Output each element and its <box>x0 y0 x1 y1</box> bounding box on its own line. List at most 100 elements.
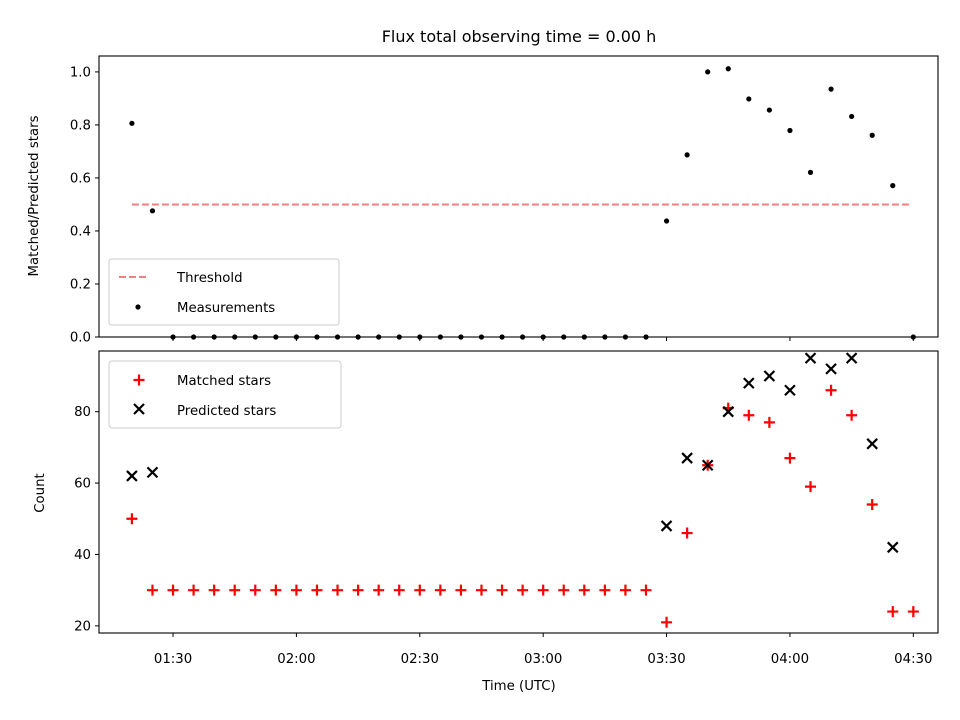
bottom-y-tick-label: 60 <box>74 477 91 492</box>
legend-matched-label: Matched stars <box>177 374 271 389</box>
matched-star-point <box>784 452 796 464</box>
matched-star-point <box>517 584 529 596</box>
legend-measurements-swatch <box>135 304 141 310</box>
matched-star-point <box>455 584 467 596</box>
measurement-point <box>890 183 896 189</box>
top-plot-area: 0.0 0.2 0.4 0.6 0.8 1.0 Threshold Measurements <box>70 55 939 346</box>
matched-star-point <box>188 584 200 596</box>
bottom-y-axis-label: Count <box>33 473 48 513</box>
matched-star-point <box>475 584 487 596</box>
predicted-star-point <box>660 520 673 532</box>
matched-star-point <box>208 584 220 596</box>
matched-star-point <box>393 584 405 596</box>
matched-star-point <box>537 584 549 596</box>
chart-title: Flux total observing time = 0.00 h <box>382 27 657 46</box>
top-y-axis-label: Matched/Predicted stars <box>27 115 42 276</box>
predicted-star-point <box>681 452 693 464</box>
measurement-point <box>828 86 834 92</box>
matched-star-point <box>332 584 344 596</box>
bottom-y-tick-label: 40 <box>74 548 91 563</box>
matched-star-point <box>661 616 673 628</box>
matched-star-point <box>887 606 899 618</box>
measurement-point <box>725 66 731 72</box>
predicted-star-point <box>763 370 776 382</box>
legend-matched-swatch <box>133 374 145 386</box>
legend-measurements-label: Measurements <box>177 301 275 316</box>
top-y-tick-label: 0.6 <box>70 171 91 186</box>
bottom-x-tick-label: 04:00 <box>771 652 809 667</box>
matched-star-point <box>311 584 323 596</box>
predicted-star-point <box>866 438 878 450</box>
top-legend-box <box>108 258 340 326</box>
bottom-axes-frame <box>98 350 939 634</box>
bottom-y-tick-label: 80 <box>74 405 91 420</box>
matched-star-point <box>558 584 570 596</box>
predicted-star-point <box>804 352 817 364</box>
matched-star-point <box>126 513 138 525</box>
measurement-point <box>684 152 690 158</box>
top-y-tick-label: 0.2 <box>70 277 91 292</box>
matched-star-point <box>352 584 364 596</box>
matched-star-point <box>743 409 755 421</box>
bottom-x-tick-label: 02:30 <box>401 652 439 667</box>
matched-star-point <box>907 606 919 618</box>
bottom-x-tick-label: 03:00 <box>524 652 562 667</box>
predicted-star-point <box>886 541 899 554</box>
matched-star-point <box>249 584 261 596</box>
predicted-star-point <box>146 466 159 479</box>
bottom-x-tick-label: 01:30 <box>154 652 192 667</box>
matched-star-point <box>805 481 817 493</box>
matched-star-point <box>496 584 508 596</box>
matched-star-point <box>640 584 652 596</box>
predicted-star-point <box>722 405 735 418</box>
matched-star-point <box>373 584 385 596</box>
x-axis-label: Time (UTC) <box>481 679 556 694</box>
top-y-tick-label: 1.0 <box>70 65 91 80</box>
top-axes-frame <box>98 55 939 338</box>
bottom-x-tick-label: 03:30 <box>647 652 685 667</box>
matched-star-point <box>578 584 590 596</box>
predicted-star-point <box>701 459 714 472</box>
legend-predicted-label: Predicted stars <box>177 404 276 419</box>
predicted-star-point <box>743 377 755 389</box>
bottom-legend-box <box>108 360 342 429</box>
matched-star-point <box>825 384 837 396</box>
matched-star-point <box>414 584 426 596</box>
bottom-x-tick-label: 04:30 <box>894 652 932 667</box>
top-y-tick-label: 0.8 <box>70 118 91 133</box>
bottom-plot-area: 20 40 60 80 01:30 02:00 02:30 03:00 03:30 04:00 04… <box>74 350 939 667</box>
measurement-point <box>149 208 156 214</box>
matched-star-point <box>866 498 878 510</box>
measurement-point <box>766 107 772 113</box>
matched-star-point <box>846 409 858 421</box>
matched-star-point <box>290 584 302 596</box>
measurement-point <box>849 113 855 120</box>
predicted-star-point <box>825 363 837 375</box>
bottom-x-tick-label: 02:00 <box>277 652 315 667</box>
measurement-point <box>746 96 752 102</box>
matched-star-point <box>681 527 693 539</box>
matched-star-point <box>434 584 446 596</box>
bottom-y-tick-label: 20 <box>74 619 91 634</box>
predicted-star-point <box>126 470 138 482</box>
matched-star-point <box>270 584 282 596</box>
matched-star-point <box>146 584 158 596</box>
measurement-point <box>869 132 875 138</box>
legend-predicted-swatch <box>133 403 145 415</box>
matched-star-point <box>763 416 775 428</box>
matched-star-point <box>619 584 631 596</box>
matched-star-point <box>229 584 241 596</box>
predicted-star-point <box>784 384 796 397</box>
measurement-point <box>663 218 670 224</box>
top-y-tick-label: 0.0 <box>70 331 91 346</box>
matched-star-point <box>167 584 179 596</box>
legend-threshold-label: Threshold <box>176 271 243 286</box>
matched-star-point <box>599 584 611 596</box>
predicted-star-point <box>845 352 858 364</box>
top-y-tick-label: 0.4 <box>70 224 91 239</box>
measurement-point <box>129 120 135 126</box>
measurement-point <box>705 69 711 75</box>
measurement-point <box>807 169 814 175</box>
